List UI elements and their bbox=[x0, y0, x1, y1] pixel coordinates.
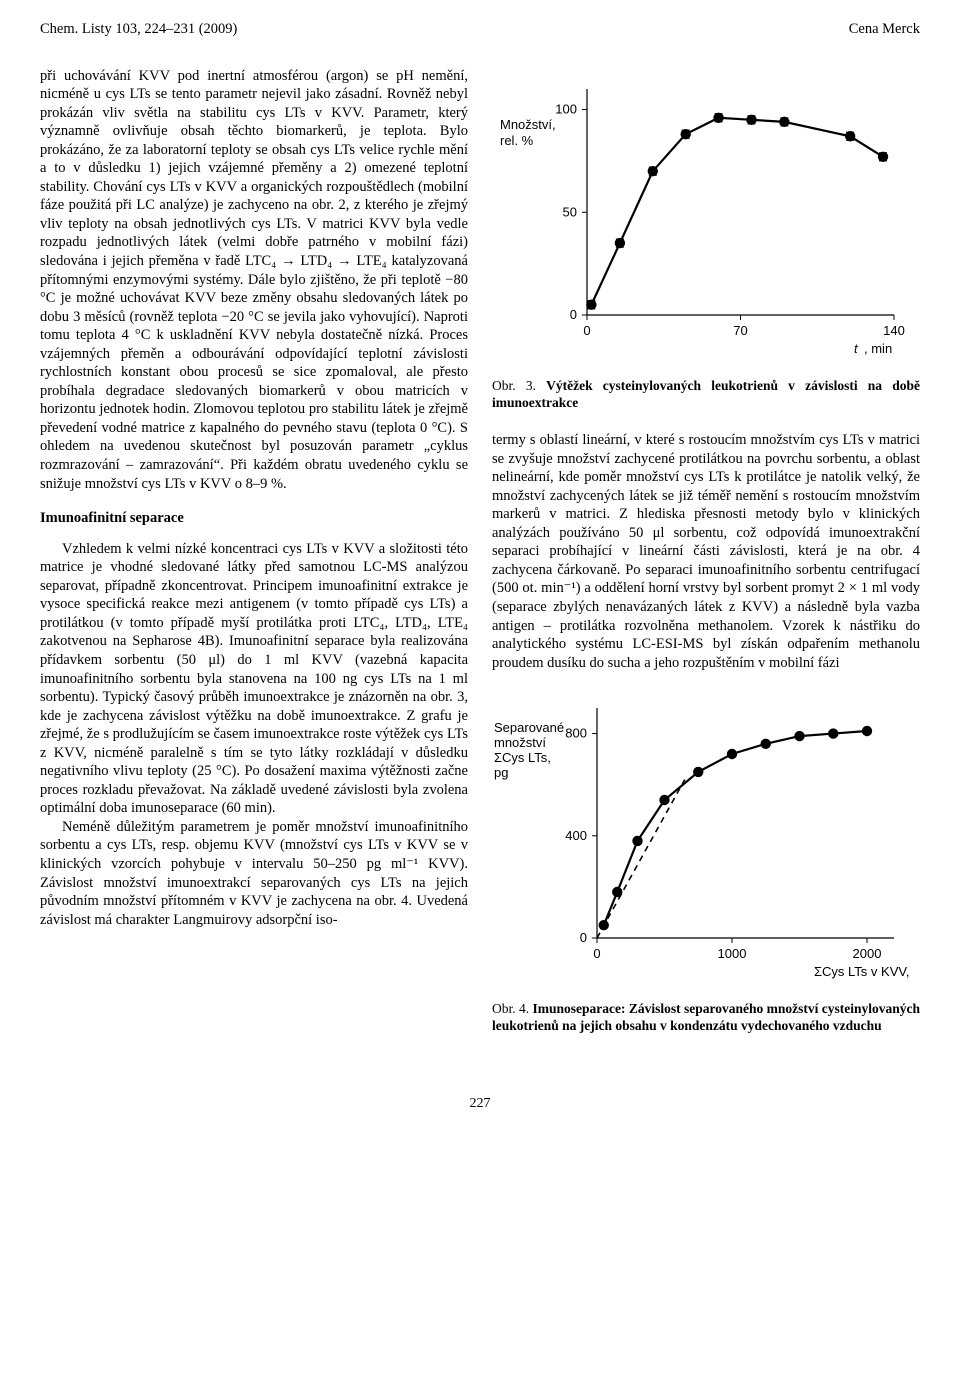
chart1-wrap: 0 50 100 0 70 140 Množství,rel. % t , min Obr. 3… bbox=[492, 75, 920, 412]
chart2-caption-prefix: Obr. 4. bbox=[492, 1001, 533, 1016]
svg-text:0: 0 bbox=[593, 946, 600, 961]
svg-text:70: 70 bbox=[733, 323, 747, 338]
two-column-layout: při uchovávání KVV pod inertní atmosféro… bbox=[40, 67, 920, 1055]
svg-text:rel. %: rel. % bbox=[500, 133, 534, 148]
left-para2: Vzhledem k velmi nízké koncentraci cys L… bbox=[40, 540, 468, 818]
svg-text:1000: 1000 bbox=[718, 946, 747, 961]
svg-text:množství: množství bbox=[494, 735, 546, 750]
svg-text:50: 50 bbox=[563, 204, 577, 219]
svg-text:, min: , min bbox=[864, 341, 892, 356]
page-header: Chem. Listy 103, 224–231 (2009) Cena Mer… bbox=[40, 20, 920, 39]
svg-text:0: 0 bbox=[583, 323, 590, 338]
chart2-wrap: 0400800010002000SeparovanémnožstvíΣCys L… bbox=[492, 698, 920, 1035]
chart2-caption: Obr. 4. Imunoseparace: Závislost separov… bbox=[492, 1000, 920, 1035]
svg-text:0: 0 bbox=[580, 930, 587, 945]
header-right: Cena Merck bbox=[849, 20, 920, 39]
left-para3: Neméně důležitým parametrem je poměr mno… bbox=[40, 818, 468, 929]
svg-text:2000: 2000 bbox=[853, 946, 882, 961]
left-para1: při uchovávání KVV pod inertní atmosféro… bbox=[40, 67, 468, 494]
chart1-caption-prefix: Obr. 3. bbox=[492, 378, 546, 393]
right-para1: termy s oblastí lineární, v které s rost… bbox=[492, 431, 920, 672]
svg-text:pg: pg bbox=[494, 765, 508, 780]
header-left: Chem. Listy 103, 224–231 (2009) bbox=[40, 20, 237, 39]
svg-text:400: 400 bbox=[565, 828, 587, 843]
svg-text:0: 0 bbox=[570, 307, 577, 322]
page-number: 227 bbox=[40, 1095, 920, 1113]
svg-text:Množství,: Množství, bbox=[500, 117, 556, 132]
left-column: při uchovávání KVV pod inertní atmosféro… bbox=[40, 67, 468, 1055]
svg-text:ΣCys LTs v KVV, pg: ΣCys LTs v KVV, pg bbox=[814, 964, 912, 979]
svg-text:800: 800 bbox=[565, 726, 587, 741]
right-column: 050100070140Množství,rel. %t, min Obr. 3… bbox=[492, 67, 920, 1055]
svg-text:Separované: Separované bbox=[494, 720, 564, 735]
chart1-svg: 0 50 100 0 70 140 Množství,rel. % t , min bbox=[492, 75, 912, 365]
chart2-caption-bold: Imunoseparace: Závislost separovaného mn… bbox=[492, 1001, 920, 1033]
chart1-caption-bold: Výtěžek cysteinylovaných leukotrienů v z… bbox=[492, 378, 920, 410]
chart2-svg: 0400800010002000SeparovanémnožstvíΣCys L… bbox=[492, 698, 912, 988]
svg-text:140: 140 bbox=[883, 323, 905, 338]
svg-text:t: t bbox=[854, 341, 859, 356]
chart1-caption: Obr. 3. Výtěžek cysteinylovaných leukotr… bbox=[492, 377, 920, 412]
svg-text:100: 100 bbox=[555, 101, 577, 116]
svg-text:ΣCys LTs,: ΣCys LTs, bbox=[494, 750, 551, 765]
section-title: Imunoafinitní separace bbox=[40, 509, 468, 528]
